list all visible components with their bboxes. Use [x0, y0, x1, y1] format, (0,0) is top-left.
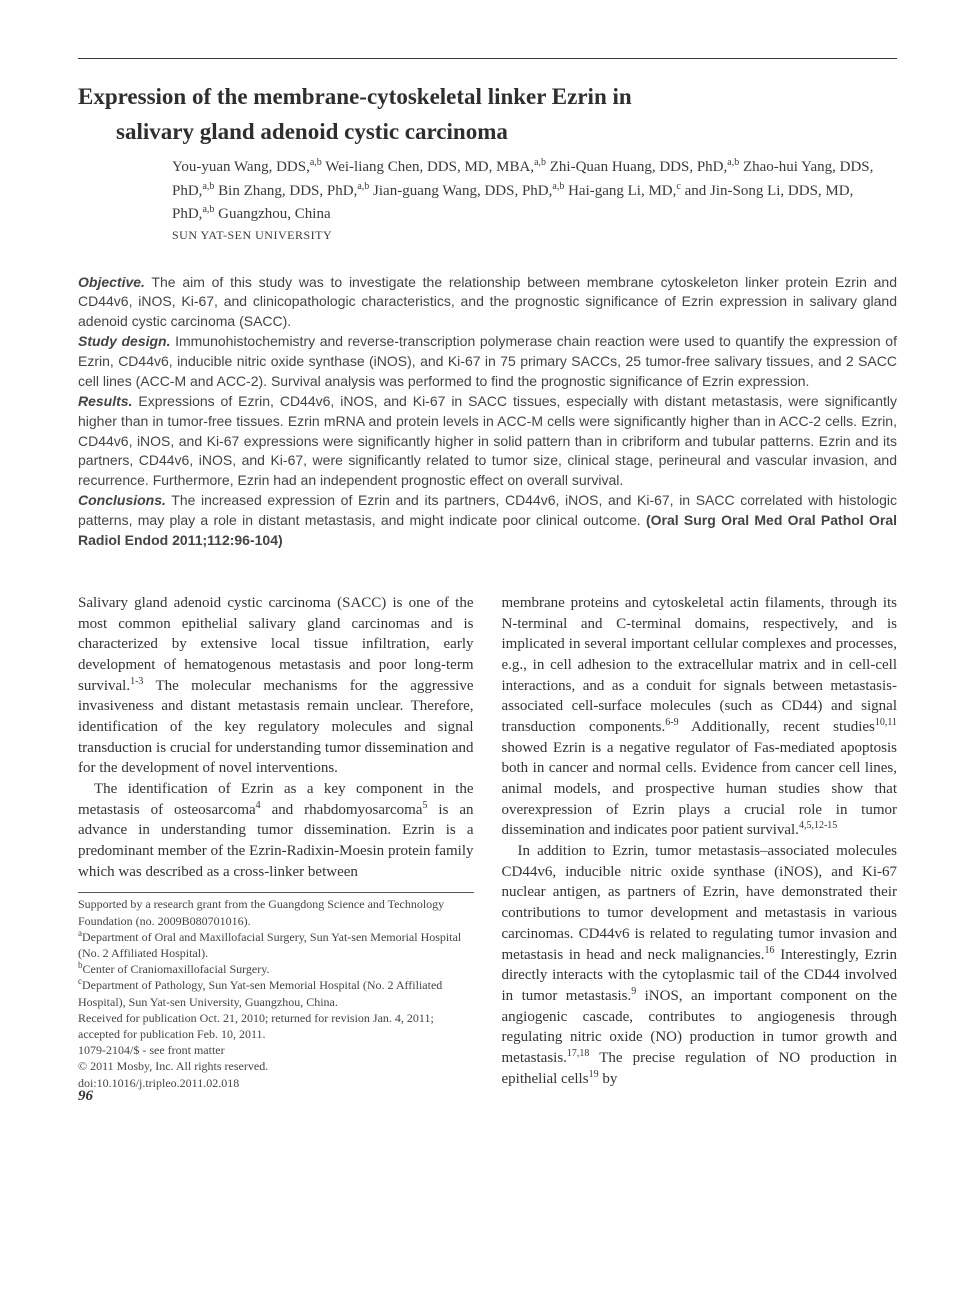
- footnote: © 2011 Mosby, Inc. All rights reserved.: [78, 1058, 474, 1074]
- body-paragraph: Salivary gland adenoid cystic carcinoma …: [78, 593, 474, 779]
- footnote: Received for publication Oct. 21, 2010; …: [78, 1010, 474, 1042]
- authors-block: You-yuan Wang, DDS,a,b Wei-liang Chen, D…: [172, 155, 897, 226]
- article-title-line2: salivary gland adenoid cystic carcinoma: [116, 116, 897, 147]
- footnote: bCenter of Craniomaxillofacial Surgery.: [78, 961, 474, 977]
- page-number: 96: [78, 1088, 93, 1105]
- body-paragraph: The identification of Ezrin as a key com…: [78, 779, 474, 882]
- footnote: aDepartment of Oral and Maxillofacial Su…: [78, 929, 474, 961]
- abs-results-head: Results.: [78, 393, 132, 409]
- abs-design-head: Study design.: [78, 333, 170, 349]
- abs-results: Expressions of Ezrin, CD44v6, iNOS, and …: [78, 393, 897, 489]
- footnote: cDepartment of Pathology, Sun Yat-sen Me…: [78, 977, 474, 1009]
- abs-objective: The aim of this study was to investigate…: [78, 274, 897, 330]
- abs-objective-head: Objective.: [78, 274, 145, 290]
- institution: SUN YAT-SEN UNIVERSITY: [172, 228, 897, 243]
- footnote: Supported by a research grant from the G…: [78, 896, 474, 928]
- abs-design: Immunohistochemistry and reverse-transcr…: [78, 333, 897, 389]
- footnote: 1079-2104/$ - see front matter: [78, 1042, 474, 1058]
- footnotes-block: Supported by a research grant from the G…: [78, 892, 474, 1090]
- footnote: doi:10.1016/j.tripleo.2011.02.018: [78, 1075, 474, 1091]
- journal-page: Expression of the membrane-cytoskeletal …: [0, 0, 975, 1123]
- body-paragraph: membrane proteins and cytoskeletal actin…: [502, 593, 898, 841]
- body-columns: Salivary gland adenoid cystic carcinoma …: [78, 593, 897, 1091]
- body-paragraph: In addition to Ezrin, tumor metastasis–a…: [502, 841, 898, 1089]
- abs-conclusions-head: Conclusions.: [78, 492, 166, 508]
- top-rule: [78, 58, 897, 59]
- article-title-line1: Expression of the membrane-cytoskeletal …: [78, 81, 897, 112]
- abstract-block: Objective. The aim of this study was to …: [78, 273, 897, 551]
